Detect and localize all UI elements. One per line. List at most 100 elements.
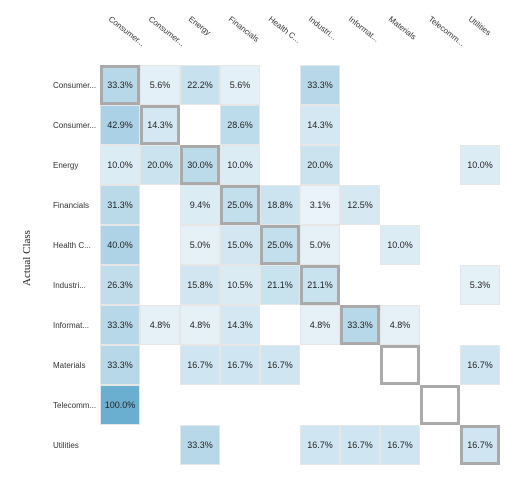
cell-value-label: 16.7% — [187, 360, 213, 370]
cell-value-label: 16.7% — [307, 440, 333, 450]
cell-value-label: 4.8% — [390, 320, 411, 330]
matrix-cell — [260, 185, 300, 225]
matrix-cell — [180, 425, 220, 465]
cell-value-label: 10.0% — [227, 160, 253, 170]
matrix-cell — [220, 345, 260, 385]
matrix-cell — [100, 225, 140, 265]
matrix-cell — [460, 145, 500, 185]
matrix-cell — [180, 345, 220, 385]
cell-value-label: 16.7% — [467, 360, 493, 370]
cell-value-label: 5.6% — [230, 80, 251, 90]
diagonal-highlight-box — [380, 345, 420, 385]
matrix-cell — [300, 105, 340, 145]
matrix-cell — [340, 305, 380, 345]
matrix-cell — [100, 265, 140, 305]
cell-value-label: 25.0% — [227, 200, 253, 210]
matrix-cell — [100, 305, 140, 345]
row-labels: Consumer... Consumer... Energy Financials He… — [53, 81, 96, 450]
cell-value-label: 33.3% — [307, 80, 333, 90]
matrix-cell — [220, 305, 260, 345]
cell-value-label: 21.1% — [307, 280, 333, 290]
row-label: Industri... — [53, 281, 86, 290]
column-label: Financials — [227, 14, 261, 43]
cell-value-label: 22.2% — [187, 80, 213, 90]
column-label: Health C... — [267, 14, 302, 44]
cell-value-label: 14.3% — [147, 120, 173, 130]
matrix-cell — [300, 225, 340, 265]
matrix-cell — [260, 225, 300, 265]
row-label: Health C... — [53, 241, 91, 250]
cell-value-label: 42.9% — [107, 120, 133, 130]
matrix-cell — [300, 145, 340, 185]
cell-value-label: 26.3% — [107, 280, 133, 290]
cell-value-label: 14.3% — [227, 320, 253, 330]
diagonal-highlight-box — [340, 305, 380, 345]
matrix-cell — [180, 265, 220, 305]
matrix-cell — [180, 225, 220, 265]
cell-value-label: 20.0% — [147, 160, 173, 170]
matrix-cell — [460, 265, 500, 305]
cell-value-label: 15.0% — [227, 240, 253, 250]
cell-value-label: 31.3% — [107, 200, 133, 210]
diagonal-highlight-box — [140, 105, 180, 145]
matrix-cell — [180, 65, 220, 105]
cell-value-label: 10.0% — [387, 240, 413, 250]
cell-value-label: 40.0% — [107, 240, 133, 250]
diagonal-highlight-box — [300, 265, 340, 305]
cell-value-label: 16.7% — [227, 360, 253, 370]
diagonal-highlight-box — [220, 185, 260, 225]
diagonal-highlights — [100, 65, 500, 465]
cell-value-label: 33.3% — [187, 440, 213, 450]
matrix-cell — [460, 345, 500, 385]
cell-value-label: 25.0% — [267, 240, 293, 250]
matrix-cell — [100, 385, 140, 425]
cell-value-label: 10.0% — [107, 160, 133, 170]
matrix-cell — [300, 185, 340, 225]
diagonal-highlight-box — [180, 145, 220, 185]
cell-value-label: 33.3% — [107, 320, 133, 330]
row-label: Energy — [53, 161, 78, 170]
cell-value-label: 5.3% — [470, 280, 491, 290]
column-label: Industri... — [307, 14, 338, 41]
matrix-cell — [380, 305, 420, 345]
cell-value-label: 33.3% — [107, 360, 133, 370]
row-label: Financials — [53, 201, 89, 210]
column-label: Consumer... — [107, 14, 147, 48]
cell-value-label: 16.7% — [267, 360, 293, 370]
matrix-cell — [340, 185, 380, 225]
matrix-cell — [300, 65, 340, 105]
cell-value-label: 5.0% — [190, 240, 211, 250]
matrix-cell — [380, 225, 420, 265]
matrix-cell — [180, 185, 220, 225]
cell-value-label: 9.4% — [190, 200, 211, 210]
column-label: Materials — [387, 14, 418, 41]
cell-value-label: 12.5% — [347, 200, 373, 210]
matrix-cell — [180, 305, 220, 345]
matrix-cell — [220, 265, 260, 305]
column-label: Telecomm... — [427, 14, 467, 48]
cell-value-label: 14.3% — [307, 120, 333, 130]
cell-value-label: 33.3% — [107, 80, 133, 90]
matrix-cell — [300, 305, 340, 345]
diagonal-highlight-box — [100, 65, 140, 105]
column-label: Informat... — [347, 14, 381, 43]
matrix-cell — [220, 145, 260, 185]
matrix-cell — [140, 105, 180, 145]
row-label: Materials — [53, 361, 85, 370]
cell-value-label: 5.0% — [310, 240, 331, 250]
cell-value-label: 16.7% — [387, 440, 413, 450]
cell-value-label: 16.7% — [347, 440, 373, 450]
matrix-cell — [380, 425, 420, 465]
column-labels: Consumer... Consumer... Energy Financials He… — [107, 14, 493, 48]
cell-value-label: 5.6% — [150, 80, 171, 90]
matrix-cell — [340, 425, 380, 465]
row-label: Informat... — [53, 321, 89, 330]
diagonal-highlight-box — [260, 225, 300, 265]
matrix-cell — [100, 145, 140, 185]
cell-value-label: 28.6% — [227, 120, 253, 130]
cell-value-label: 21.1% — [267, 280, 293, 290]
cell-value-label: 4.8% — [310, 320, 331, 330]
column-label: Consumer... — [147, 14, 187, 48]
